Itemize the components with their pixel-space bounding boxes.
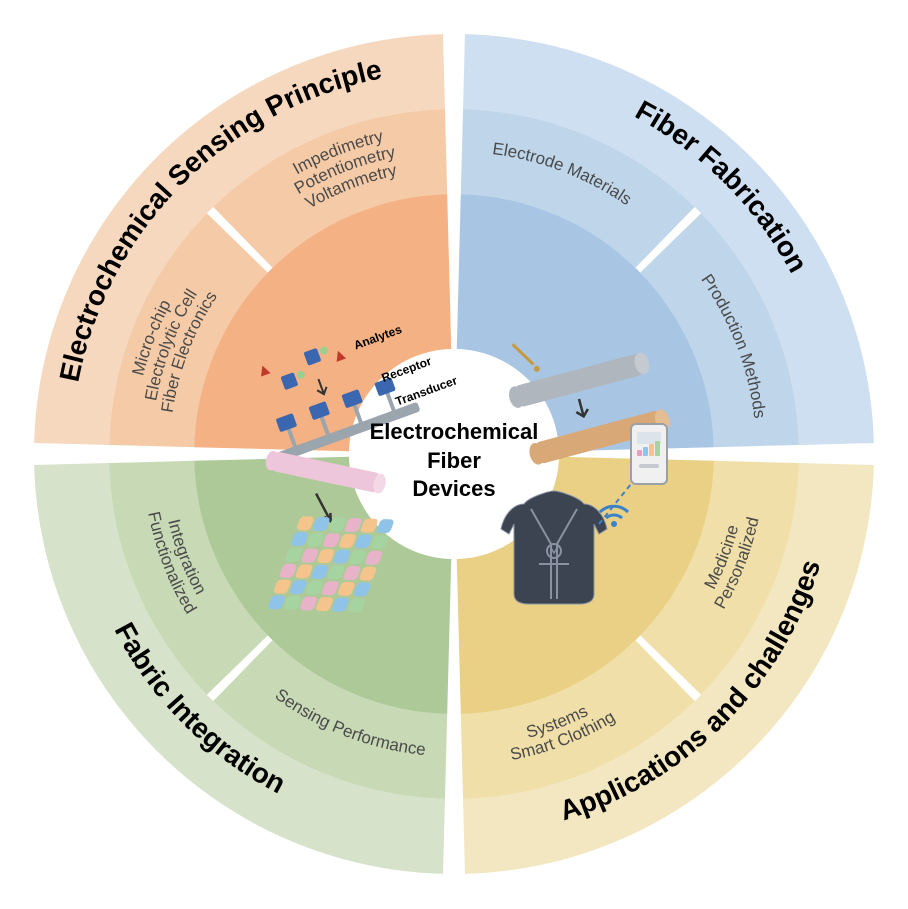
center-label: ElectrochemicalFiberDevices xyxy=(354,418,554,504)
